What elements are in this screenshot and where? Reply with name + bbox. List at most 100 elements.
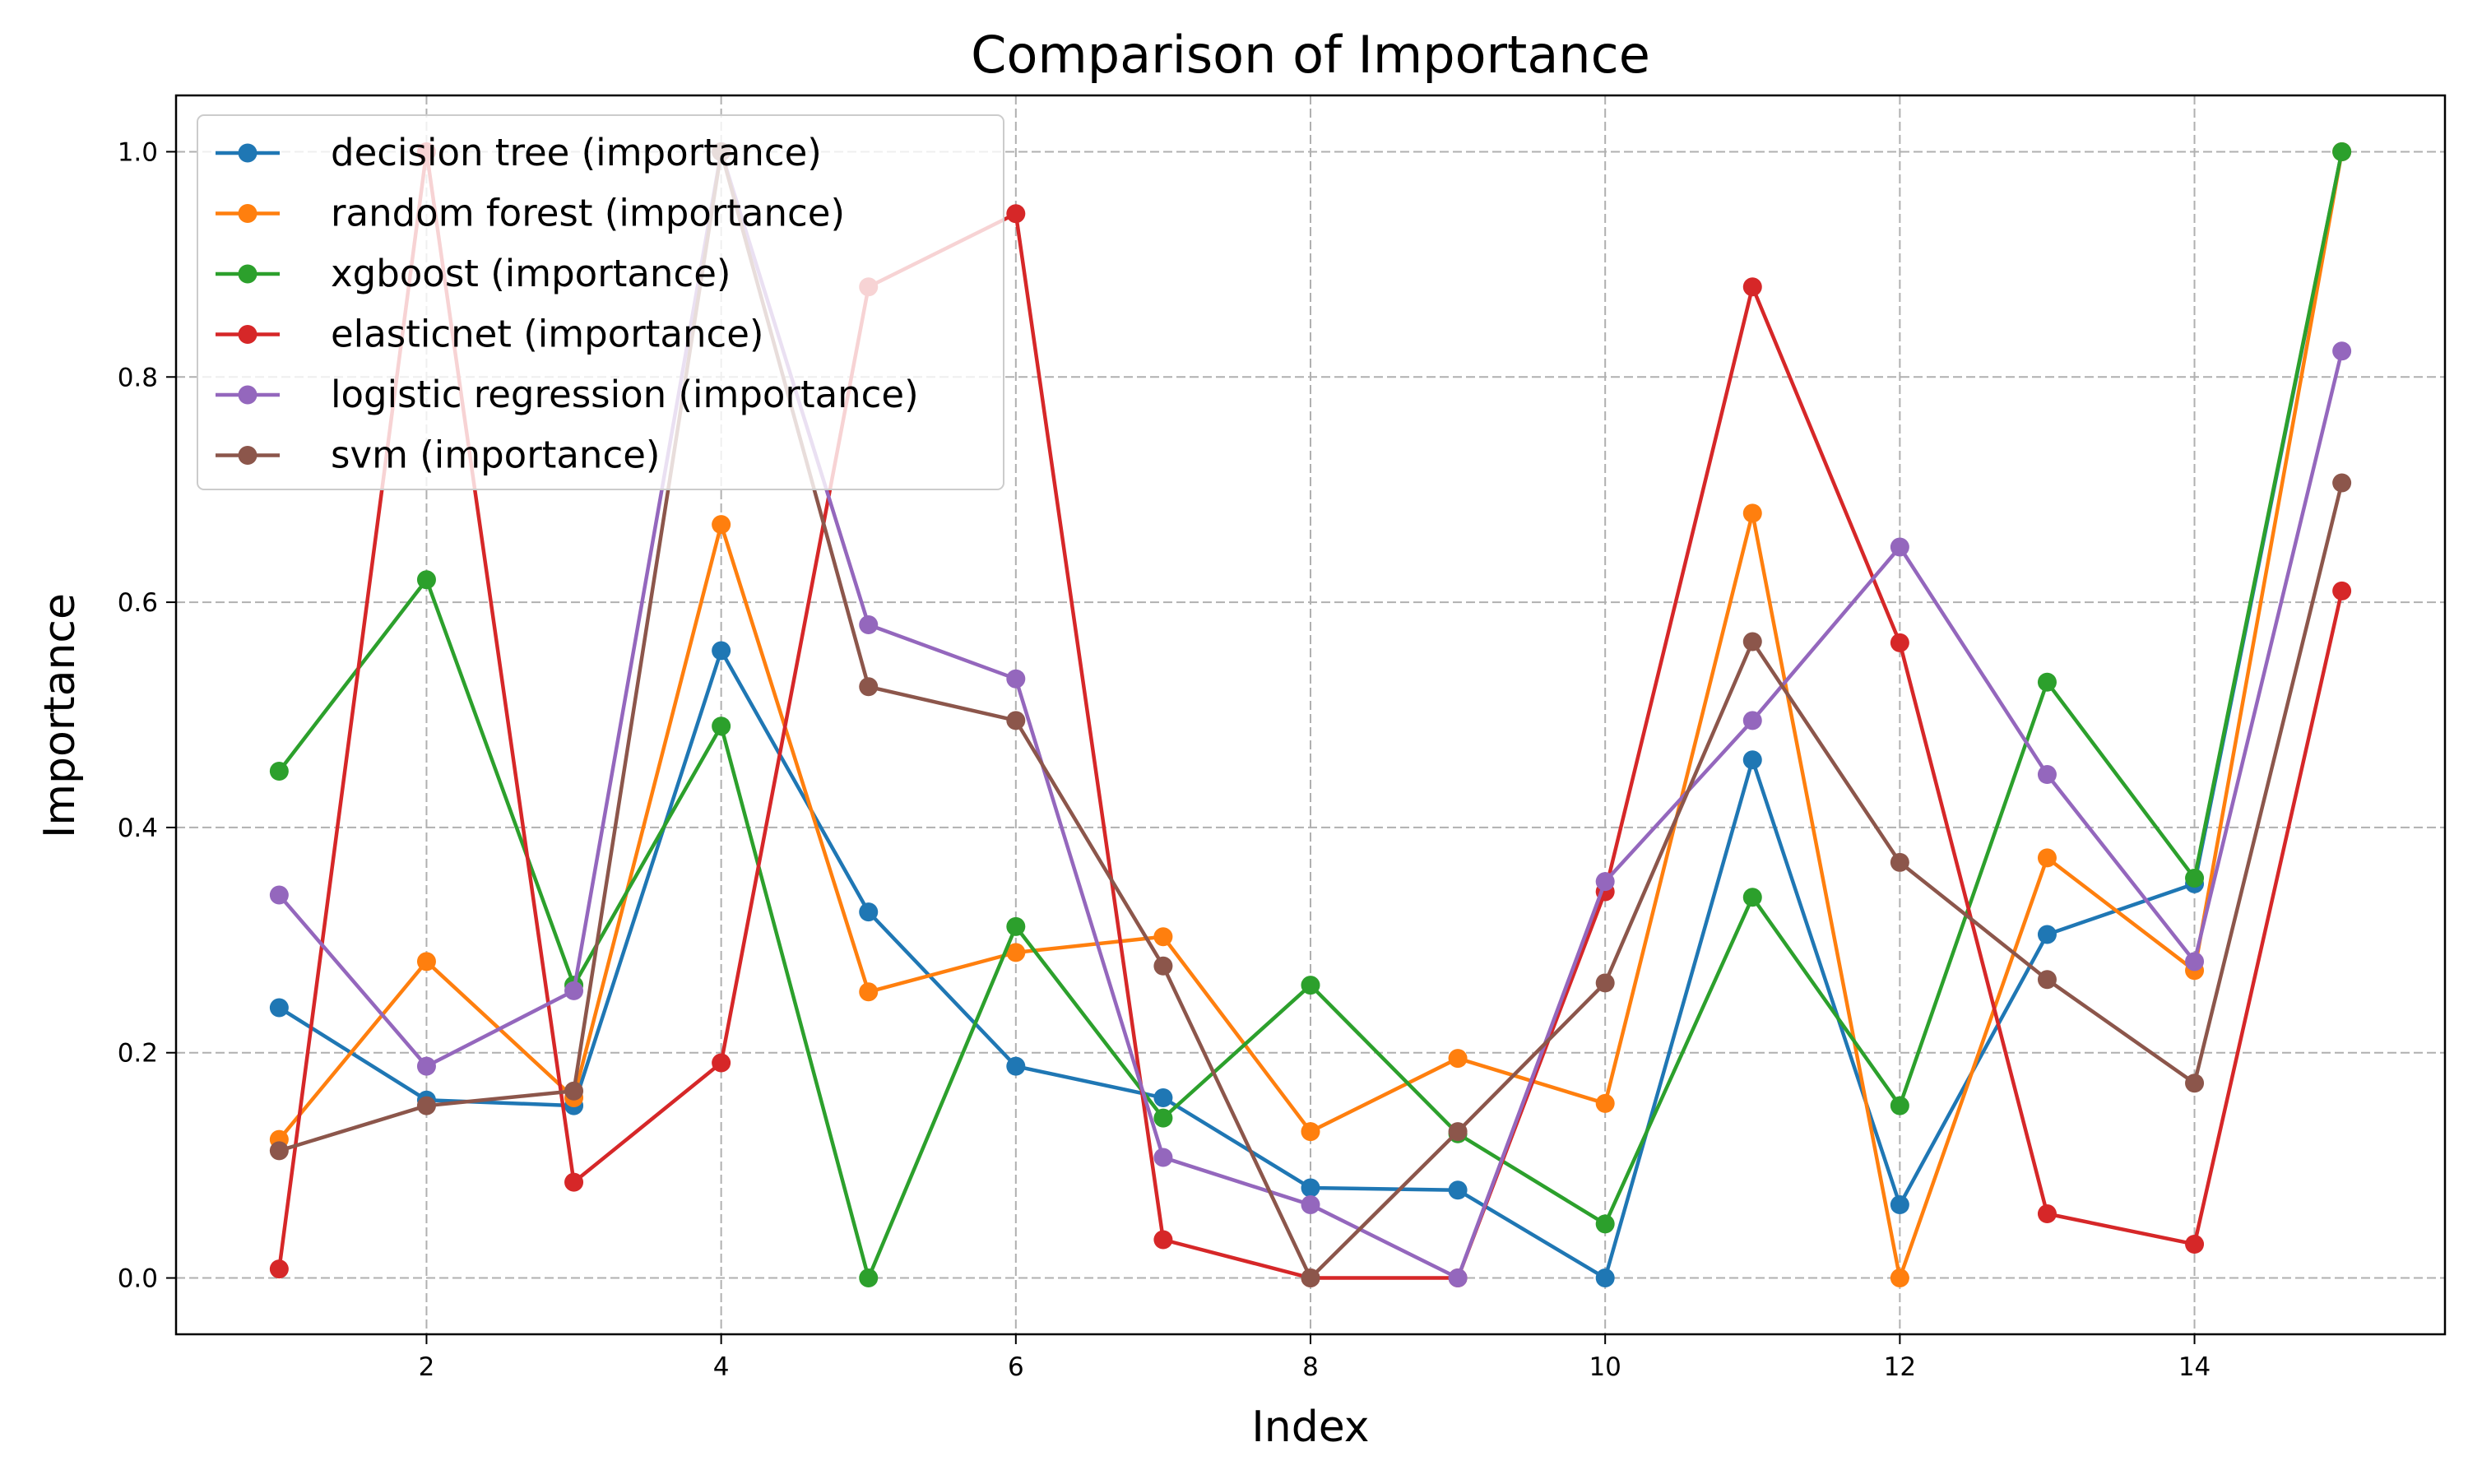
data-point xyxy=(1595,973,1615,993)
data-point xyxy=(2332,141,2352,161)
data-point xyxy=(269,1259,289,1279)
data-point xyxy=(1153,1108,1173,1128)
data-point xyxy=(564,1081,584,1101)
data-point xyxy=(1006,943,1026,962)
axes: 2 4 6 8 10 12 14 0.0 0.2 0.4 0.6 0.8 1.0 xyxy=(118,94,2447,1382)
legend-label: logistic regression (importance) xyxy=(331,373,919,416)
legend-label: random forest (importance) xyxy=(331,192,845,235)
data-point xyxy=(564,1172,584,1192)
x-tick-label: 8 xyxy=(1302,1352,1319,1382)
legend-item: svm (importance) xyxy=(216,434,660,477)
data-point xyxy=(1153,927,1173,947)
data-point xyxy=(2037,1204,2057,1224)
y-axis-title: Importance xyxy=(35,593,85,838)
data-point xyxy=(1006,1056,1026,1076)
x-tick-label: 6 xyxy=(1008,1352,1024,1382)
data-point xyxy=(1742,632,1762,652)
series-1 xyxy=(269,141,2352,1288)
y-tick-label: 0.4 xyxy=(118,814,158,843)
y-tick-label: 0.6 xyxy=(118,588,158,618)
data-point xyxy=(416,1056,436,1076)
data-point xyxy=(2037,848,2057,868)
x-tick-label: 12 xyxy=(1884,1352,1916,1382)
data-point xyxy=(2185,952,2205,972)
data-point xyxy=(1153,956,1173,976)
legend-item: elasticnet (importance) xyxy=(216,313,763,356)
data-point xyxy=(416,570,436,590)
y-tick-label: 0.8 xyxy=(118,363,158,392)
data-point xyxy=(1595,1214,1615,1234)
data-point xyxy=(1448,1122,1468,1142)
legend: decision tree (importance) random forest … xyxy=(197,114,1004,490)
legend-item: logistic regression (importance) xyxy=(216,373,919,416)
data-point xyxy=(1448,1268,1468,1288)
data-point xyxy=(2185,1234,2205,1254)
x-tick-label: 4 xyxy=(713,1352,730,1382)
data-point xyxy=(712,641,731,661)
data-point xyxy=(1595,1268,1615,1288)
legend-item: xgboost (importance) xyxy=(216,252,731,295)
data-point xyxy=(712,716,731,736)
data-point xyxy=(2037,970,2057,990)
legend-marker xyxy=(238,325,257,344)
data-point xyxy=(2185,869,2205,888)
data-point xyxy=(712,1053,731,1073)
data-point xyxy=(1742,277,1762,297)
data-point xyxy=(1006,204,1026,224)
chart-title: Comparison of Importance xyxy=(971,25,1650,85)
data-point xyxy=(269,998,289,1018)
data-point xyxy=(1742,888,1762,907)
data-point xyxy=(2037,925,2057,944)
data-point xyxy=(1301,1195,1320,1215)
data-point xyxy=(1301,1268,1320,1288)
data-point xyxy=(2185,1074,2205,1093)
legend-marker xyxy=(238,446,257,465)
data-point xyxy=(1006,669,1026,689)
data-point xyxy=(269,1141,289,1161)
data-point xyxy=(1890,852,1909,872)
data-point xyxy=(1890,633,1909,652)
y-tick-label: 0.0 xyxy=(118,1264,158,1294)
x-tick-label: 2 xyxy=(419,1352,435,1382)
x-tick-label: 14 xyxy=(2178,1352,2211,1382)
data-point xyxy=(1742,503,1762,523)
data-point xyxy=(416,1096,436,1115)
data-point xyxy=(1153,1087,1173,1107)
y-tick-label: 0.2 xyxy=(118,1039,158,1069)
data-point xyxy=(1890,1268,1909,1288)
legend-marker xyxy=(238,143,257,163)
legend-label: xgboost (importance) xyxy=(331,252,731,295)
data-point xyxy=(2332,581,2352,601)
data-point xyxy=(2037,672,2057,692)
data-point xyxy=(1006,711,1026,730)
data-point xyxy=(1448,1180,1468,1200)
y-tick-label: 1.0 xyxy=(118,137,158,167)
data-point xyxy=(2332,473,2352,493)
legend-label: svm (importance) xyxy=(331,434,660,477)
data-point xyxy=(1595,1093,1615,1113)
data-point xyxy=(416,952,436,972)
data-point xyxy=(859,614,879,634)
data-point xyxy=(1301,976,1320,995)
data-point xyxy=(1742,711,1762,730)
data-point xyxy=(1890,537,1909,557)
data-point xyxy=(1006,916,1026,936)
data-point xyxy=(1153,1230,1173,1250)
legend-box xyxy=(197,114,1004,490)
x-axis-title: Index xyxy=(1251,1403,1369,1452)
data-point xyxy=(1301,1178,1320,1198)
data-point xyxy=(859,902,879,922)
data-point xyxy=(2037,765,2057,785)
x-tick-label: 10 xyxy=(1589,1352,1621,1382)
data-point xyxy=(2332,341,2352,361)
legend-label: elasticnet (importance) xyxy=(331,313,763,356)
data-point xyxy=(1153,1148,1173,1167)
legend-marker xyxy=(238,264,257,284)
data-point xyxy=(1595,872,1615,892)
data-point xyxy=(1890,1195,1909,1215)
data-point xyxy=(859,982,879,1002)
series-4 xyxy=(269,141,2352,1288)
legend-label: decision tree (importance) xyxy=(331,131,822,174)
